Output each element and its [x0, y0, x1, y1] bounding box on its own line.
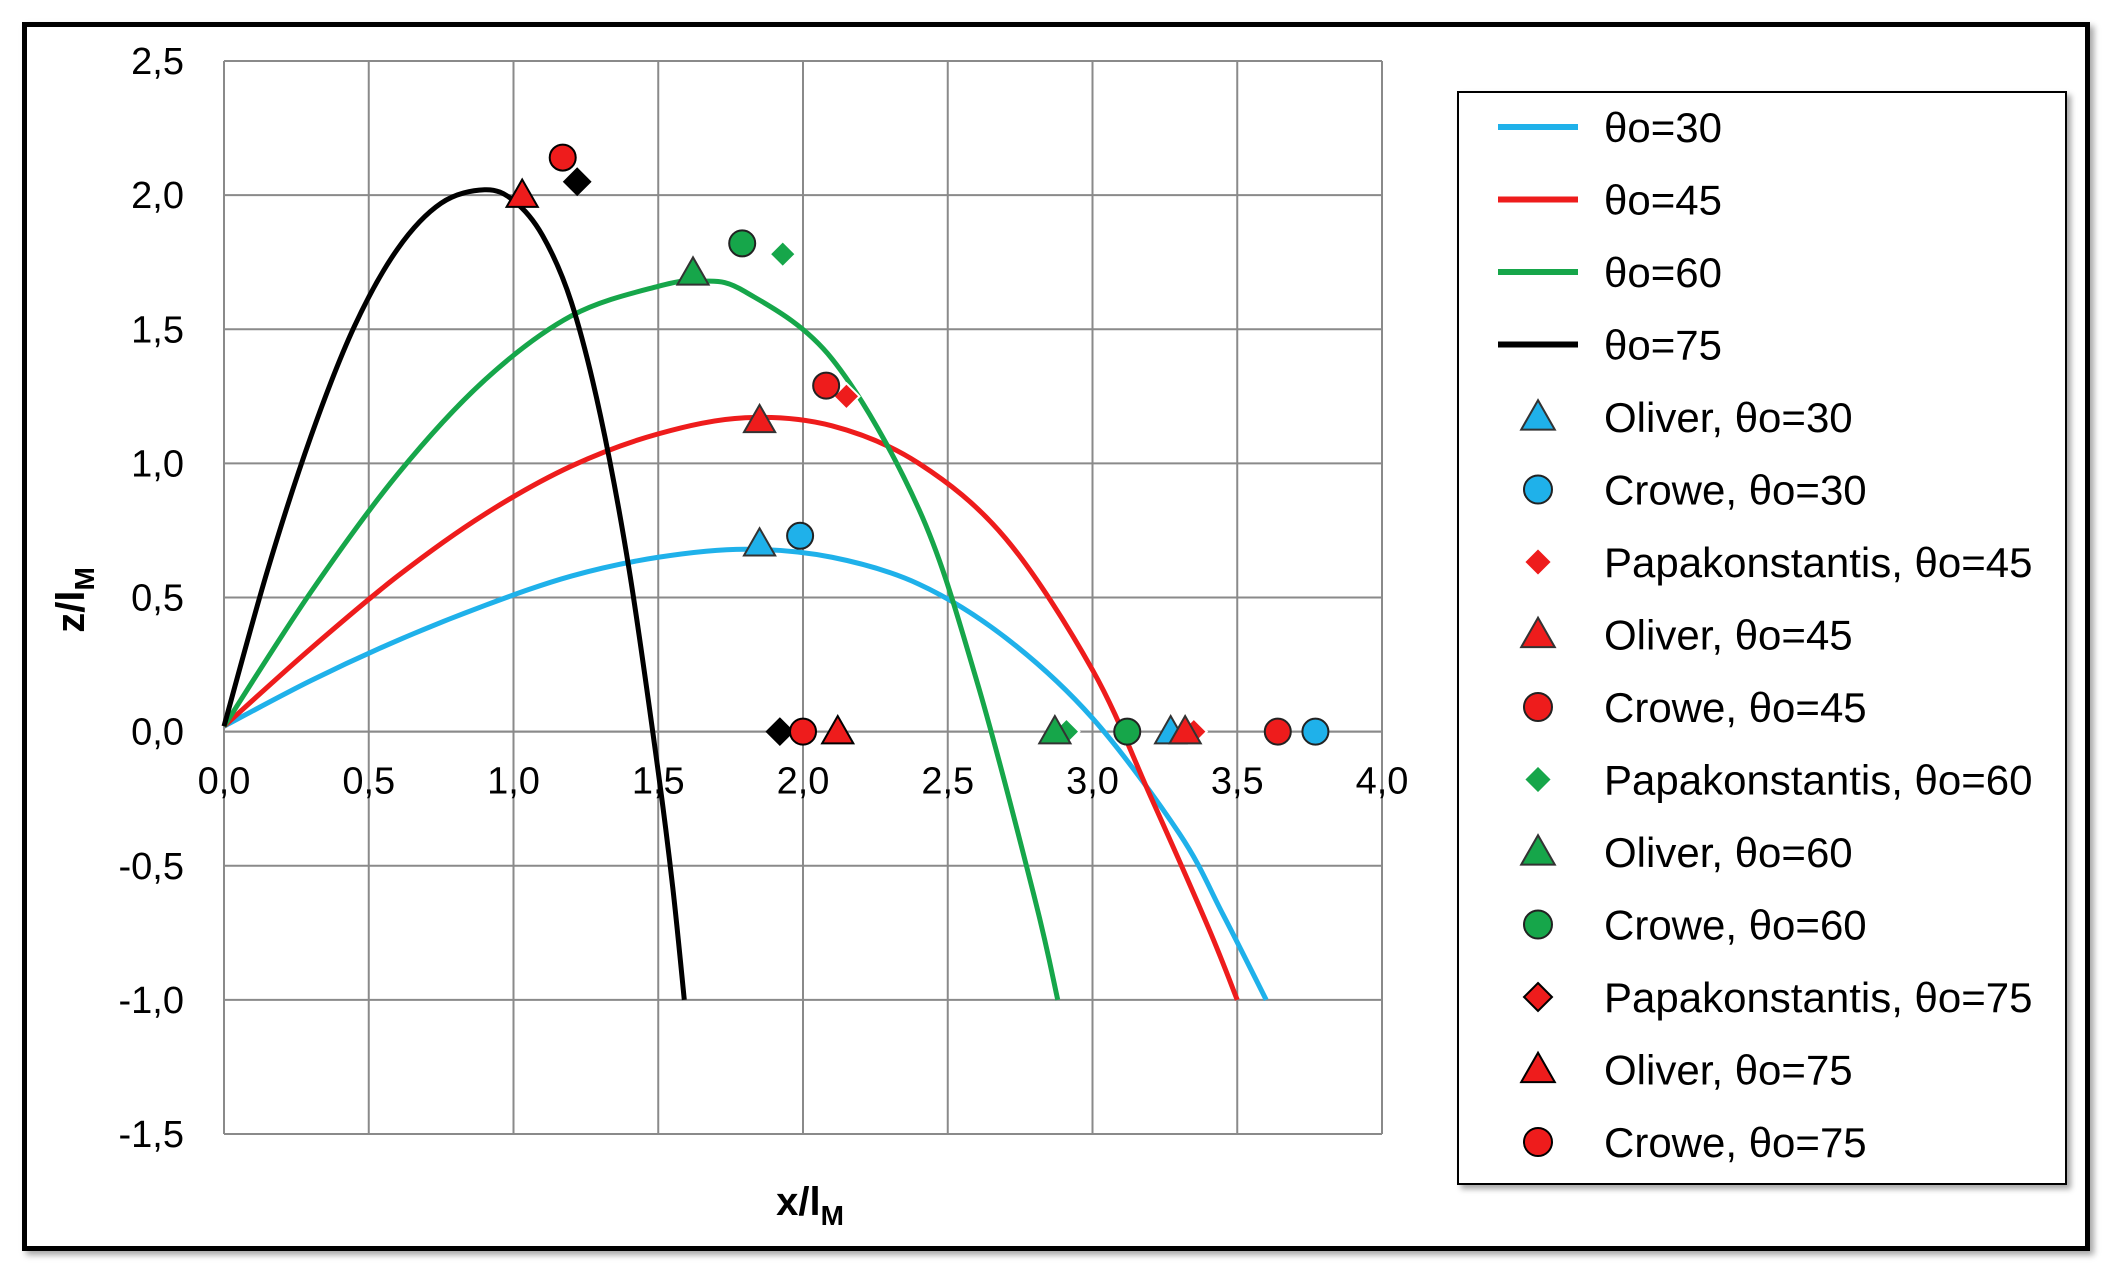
trajectory-lines	[221, 187, 1269, 1002]
y-axis-title: z/lM	[49, 567, 100, 633]
legend-item: Oliver, θo=75	[1519, 1047, 1853, 1094]
marker-Oliver, θo=60	[1037, 714, 1073, 745]
marker-Crowe, θo=75	[548, 143, 577, 172]
legend-swatch-circle-icon	[1523, 909, 1553, 940]
legend-label: Crowe, θo=45	[1604, 684, 1867, 731]
x-tick-label: 3,5	[1211, 761, 1264, 803]
legend-swatch-circle-icon	[1523, 474, 1553, 505]
legend: θo=30 θo=45 θo=60 θo=75 Oliver, θo=30 Crowe, …	[1498, 104, 2033, 1166]
legend-label: Crowe, θo=75	[1604, 1119, 1867, 1166]
legend-label: θo=60	[1604, 249, 1722, 296]
marker-Crowe, θo=30	[786, 521, 815, 550]
marker-Papakonstantis, θo=75	[562, 167, 592, 197]
marker-Crowe, θo=30	[1301, 717, 1330, 746]
legend-item: Papakonstantis, θo=75	[1522, 974, 2033, 1021]
legend-label: θo=45	[1604, 177, 1722, 224]
tick-labels: 0,0 0,5 1,0 1,5 2,0 2,5 3,0 3,5 4,0 -1,5 -1,0 -0,5 0…	[119, 41, 1409, 1156]
y-tick-label: 0,5	[131, 578, 184, 620]
x-axis-title: x/lM	[776, 1180, 844, 1231]
marker-Oliver, θo=75	[820, 714, 856, 745]
y-tick-label: 1,0	[131, 443, 184, 485]
marker-Oliver, θo=60	[675, 255, 711, 286]
marker-Oliver, θo=30	[742, 526, 777, 557]
x-tick-label: 4,0	[1356, 761, 1409, 803]
legend-label: Papakonstantis, θo=45	[1604, 539, 2033, 586]
line-series-θo=75	[221, 187, 687, 1001]
y-tick-label: 2,5	[131, 41, 184, 83]
legend-item: Oliver, θo=45	[1519, 612, 1853, 659]
legend-label: Papakonstantis, θo=75	[1604, 974, 2033, 1021]
x-tick-label: 1,0	[487, 761, 540, 803]
y-tick-label: -1,5	[119, 1114, 184, 1156]
legend-label: θo=30	[1604, 104, 1722, 151]
marker-Oliver, θo=45	[742, 402, 777, 434]
legend-item: θo=30	[1498, 104, 1722, 151]
legend-label: Crowe, θo=60	[1604, 902, 1867, 949]
marker-Papakonstantis, θo=75	[765, 717, 795, 747]
line-series-θo=45	[222, 414, 1240, 1001]
legend-label: Oliver, θo=60	[1604, 829, 1853, 876]
legend-swatch-triangle-icon	[1519, 833, 1557, 866]
marker-Papakonstantis, θo=60	[768, 239, 798, 269]
legend-swatch-diamond-icon	[1522, 764, 1554, 795]
grid	[223, 60, 1383, 1135]
data-markers	[504, 143, 1330, 747]
legend-label: Oliver, θo=45	[1604, 612, 1853, 659]
legend-swatch-triangle-icon	[1519, 615, 1557, 649]
legend-swatch-triangle-icon	[1519, 1050, 1557, 1084]
legend-swatch-triangle-icon	[1519, 398, 1557, 431]
legend-label: Oliver, θo=30	[1604, 394, 1853, 441]
legend-item: Crowe, θo=45	[1523, 684, 1867, 731]
legend-label: Oliver, θo=75	[1604, 1047, 1853, 1094]
marker-Crowe, θo=60	[728, 229, 757, 258]
marker-Crowe, θo=45	[812, 371, 841, 400]
y-tick-label: 0,0	[131, 712, 184, 754]
legend-item: Crowe, θo=75	[1523, 1119, 1867, 1166]
marker-Oliver, θo=75	[504, 177, 540, 208]
line-series-θo=30	[222, 546, 1269, 1002]
legend-swatch-circle-icon	[1523, 692, 1553, 722]
x-tick-label: 0,0	[198, 761, 251, 803]
y-tick-label: 2,0	[131, 175, 184, 217]
legend-item: θo=60	[1498, 249, 1722, 296]
x-tick-label: 2,0	[777, 761, 830, 803]
legend-item: θo=75	[1498, 322, 1722, 369]
legend-item: θo=45	[1498, 177, 1722, 224]
marker-Oliver, θo=45	[1167, 714, 1203, 745]
legend-swatch-circle-icon	[1523, 1127, 1553, 1157]
x-tick-label: 2,5	[921, 761, 974, 803]
marker-Crowe, θo=60	[1113, 717, 1142, 746]
legend-item: Papakonstantis, θo=45	[1522, 539, 2033, 586]
legend-item: Papakonstantis, θo=60	[1522, 757, 2033, 804]
y-tick-label: -1,0	[119, 980, 184, 1022]
marker-Crowe, θo=45	[1263, 717, 1292, 746]
legend-label: θo=75	[1604, 322, 1722, 369]
x-tick-label: 0,5	[342, 761, 395, 803]
y-tick-label: -0,5	[119, 846, 184, 888]
x-tick-label: 3,0	[1066, 761, 1119, 803]
line-series-θo=60	[221, 278, 1061, 1001]
y-tick-label: 1,5	[131, 309, 184, 351]
marker-Crowe, θo=75	[789, 717, 817, 746]
legend-item: Crowe, θo=60	[1523, 902, 1867, 949]
legend-item: Oliver, θo=30	[1519, 394, 1853, 441]
legend-item: Oliver, θo=60	[1519, 829, 1853, 876]
legend-label: Crowe, θo=30	[1604, 467, 1867, 514]
legend-item: Crowe, θo=30	[1523, 467, 1867, 514]
legend-label: Papakonstantis, θo=60	[1604, 757, 2033, 804]
legend-swatch-diamond-icon	[1522, 981, 1554, 1013]
legend-swatch-diamond-icon	[1522, 546, 1554, 578]
